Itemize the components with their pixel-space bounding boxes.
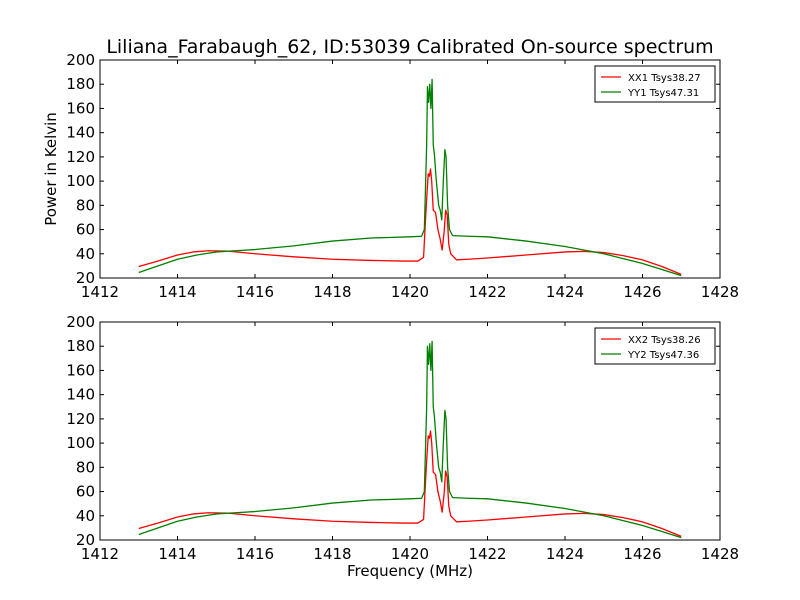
bottom-y-tick-label: 200 [66,313,95,331]
bottom-legend: XX2 Tsys38.26 YY2 Tsys47.36 [594,327,716,365]
bottom-x-tick-label: 1422 [468,545,506,563]
top-series-line-0 [138,168,682,275]
bottom-y-tick-label: 80 [76,458,95,476]
bottom-x-tick-label: 1414 [158,545,196,563]
top-x-tick-label: 1428 [701,283,739,301]
bottom-y-tick-label: 180 [66,337,95,355]
top-y-tick-label: 180 [66,75,95,93]
y-axis-label: Power in Kelvin [42,112,60,226]
top-y-tick-label: 200 [66,51,95,69]
bottom-x-tick-label: 1412 [81,545,119,563]
bottom-x-tick-label: 1420 [391,545,429,563]
top-y-tick-label: 80 [76,196,95,214]
top-x-tick-label: 1420 [391,283,429,301]
top-y-tick-label: 120 [66,148,95,166]
top-x-tick-label: 1416 [236,283,274,301]
top-y-tick-label: 60 [76,221,95,239]
top-legend: XX1 Tsys38.27 YY1 Tsys47.31 [594,65,716,103]
top-x-tick-label: 1418 [313,283,351,301]
bottom-panel: 1412 1414 1416 1418 1420 1422 1424 1426 1428 20 40… [66,313,739,563]
top-x-tick-label: 1424 [546,283,584,301]
bottom-y-tick-label: 60 [76,483,95,501]
top-y-tick-label: 20 [76,269,95,287]
top-x-tick-label: 1422 [468,283,506,301]
bottom-x-tick-label: 1426 [623,545,661,563]
bottom-legend-label-0: XX2 Tsys38.26 [628,335,701,346]
bottom-y-tick-label: 120 [66,410,95,428]
top-y-tick-label: 40 [76,245,95,263]
top-x-tick-label: 1426 [623,283,661,301]
bottom-y-tick-label: 20 [76,531,95,549]
bottom-series-line-1 [138,340,682,539]
top-legend-box [594,65,716,103]
bottom-y-tick-label: 100 [66,434,95,452]
bottom-legend-label-1: YY2 Tsys47.36 [627,350,699,361]
top-y-tick-label: 100 [66,172,95,190]
bottom-y-tick-label: 40 [76,507,95,525]
top-legend-label-1: YY1 Tsys47.31 [627,88,699,99]
bottom-y-tick-label: 140 [66,386,95,404]
top-series-line-1 [138,78,682,277]
top-panel: 1412 1414 1416 1418 1420 1422 1424 1426 1428 20 40… [66,51,739,301]
top-y-tick-label: 140 [66,124,95,142]
bottom-x-tick-label: 1424 [546,545,584,563]
x-axis-label: Frequency (MHz) [347,562,473,580]
bottom-series-line-0 [138,430,682,537]
top-x-tick-label: 1414 [158,283,196,301]
bottom-x-tick-label: 1416 [236,545,274,563]
bottom-x-tick-label: 1418 [313,545,351,563]
chart-title: Liliana_Farabaugh_62, ID:53039 Calibrate… [106,36,713,58]
top-legend-label-0: XX1 Tsys38.27 [628,73,701,84]
top-y-tick-label: 160 [66,99,95,117]
bottom-legend-box [594,327,716,365]
bottom-y-tick-label: 160 [66,361,95,379]
top-x-tick-label: 1412 [81,283,119,301]
bottom-x-tick-label: 1428 [701,545,739,563]
